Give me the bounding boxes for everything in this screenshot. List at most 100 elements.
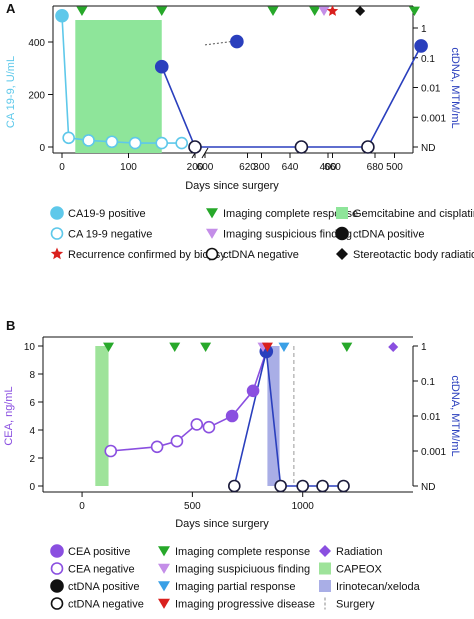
panel-b-point-ctdna-negative [316, 479, 329, 493]
legend-label-imaging-partial-response: Imaging partial response [175, 581, 295, 593]
legend-label-capeox: CAPEOX [336, 564, 383, 576]
legend-marker-imaging-suspiciuous-finding [158, 563, 170, 574]
panel-b-right-tick-label: 0.01 [421, 412, 441, 423]
panel-a-point-ctdna-positive [154, 59, 169, 74]
panel-a-point-ca199-negative [82, 134, 95, 147]
panel-a-point-ca199-negative [175, 136, 188, 150]
panel-a-point-ca199-negative [62, 131, 75, 145]
panel-a-label: A [6, 1, 16, 16]
panel-a-point-ca199-negative [128, 136, 142, 150]
legend-marker-ctdna-negative [50, 597, 64, 610]
legend-label-surgery: Surgery [336, 599, 375, 611]
panel-a-point-ctdna-negative [361, 140, 375, 154]
panel-a-right-tick-label: 0.1 [421, 54, 435, 65]
panel-b-left-tick-label: 10 [24, 342, 36, 353]
panel-b-left-tick-label: 6 [29, 398, 35, 409]
panel-a-event-imaging-suspicious-finding [318, 6, 330, 16]
panel-b-left-tick-label: 0 [29, 482, 35, 493]
panel-a-right-tick-label: ND [421, 143, 435, 154]
panel-b-ctdna-line [233, 351, 344, 487]
panel-a-x-tick-label: 620 [239, 162, 256, 173]
panel-b-point-cea-negative [190, 418, 204, 431]
panel-a-point-ctdna-positive [230, 34, 244, 49]
panel-a-left-tick-label: 0 [39, 143, 45, 154]
panel-b-right-tick-label: 1 [421, 342, 427, 353]
legend-marker-capeox [319, 562, 331, 575]
legend-marker-imaging-complete-response [158, 546, 170, 557]
panel-b-left-tick-label: 8 [29, 370, 35, 381]
legend-marker-ca19-9-positive [50, 206, 64, 220]
legend-label-imaging-complete-response: Imaging complete response [175, 546, 310, 558]
panel-a-point-ctdna-negative [188, 140, 202, 154]
panel-a-point-ca199-negative [155, 136, 169, 150]
panel-a-x-tick-label: 400 [320, 162, 337, 173]
panel-b-event-radiation [388, 342, 399, 352]
legend-marker-imaging-suspicious-finding [206, 228, 218, 239]
panel-a-ylabel-right: ctDNA, MTM/mL [449, 47, 461, 128]
panel-b-event-imaging-progressive-disease [261, 342, 273, 352]
legend-marker-ca-19-9-negative [50, 227, 64, 240]
legend-marker-cea-negative [50, 562, 64, 575]
panel-a-right-tick-label: 0.001 [421, 113, 446, 124]
panel-a-event-imaging-complete-response [309, 6, 321, 16]
legend-label-irinotecan-xeloda: Irinotecan/xeloda [336, 581, 421, 593]
panel-b-event-imaging-partial-response [278, 342, 290, 352]
legend-label-gemcitabine-and-cisplatin: Gemcitabine and cisplatin [353, 208, 474, 220]
panel-b-point-cea-negative [104, 444, 118, 458]
panel-b-point-cea-negative [170, 434, 184, 448]
legend-label-radiation: Radiation [336, 546, 382, 558]
panel-b-x-tick-label: 1000 [292, 501, 315, 512]
legend-marker-cea-positive [50, 544, 64, 558]
panel-a-event-recurrence-confirmed-by-biopsy [326, 5, 339, 16]
panel-b-point-ctdna-negative [274, 479, 287, 493]
panel-a-point-ctdna-negative [294, 140, 309, 154]
legend-label-cea-negative: CEA negative [68, 564, 135, 576]
panel-a-x-tick-label: 600 [197, 162, 214, 173]
panel-b-right-tick-label: 0.001 [421, 447, 446, 458]
panel-a-x-tick-label: 100 [120, 162, 137, 173]
legend-marker-gemcitabine-and-cisplatin [336, 207, 348, 219]
panel-b-x-tick-label: 500 [184, 501, 201, 512]
legend-label-ctdna-positive: ctDNA positive [353, 229, 425, 241]
panel-a-ctdna-line [161, 45, 422, 148]
panel-a-left-tick-label: 400 [28, 38, 45, 49]
panel-a-x-tick-label: 660 [324, 162, 341, 173]
panel-b-ylabel-right: ctDNA, MTM/mL [449, 375, 461, 456]
panel-a-right-tick-label: 0.01 [421, 84, 441, 95]
panel-a-x-tick-label: 0 [59, 162, 65, 173]
panel-a-point-ca199-negative [105, 135, 119, 149]
panel-b-xlabel: Days since surgery [175, 518, 269, 530]
panel-a-point-ca199-positive [55, 8, 69, 23]
panel-b-point-cea-positive [246, 384, 260, 398]
legend-marker-radiation [319, 545, 331, 557]
panel-a-x-tick-label: 500 [386, 162, 403, 173]
legend-label-recurrence-confirmed-by-biopsy: Recurrence confirmed by biopsy [68, 249, 226, 261]
panel-b-event-imaging-complete-response [169, 342, 181, 352]
panel-b-ylabel-left: CEA, ng/mL [3, 386, 15, 445]
panel-b-event-imaging-complete-response [341, 342, 353, 352]
panel-a-shade-gemcitabine-and-cisplatin [75, 20, 162, 153]
panel-b-event-imaging-complete-response [103, 342, 115, 352]
panel-b-point-ctdna-negative [228, 479, 241, 493]
panel-a-xlabel: Days since surgery [185, 180, 279, 192]
panel-a-event-imaging-complete-response [156, 6, 168, 16]
legend-label-imaging-progressive-disease: Imaging progressive disease [175, 599, 315, 611]
panel-b-label: B [6, 318, 15, 333]
legend-label-ctdna-negative: ctDNA negative [223, 249, 299, 261]
legend-label-imaging-suspicious-finding: Imaging suspicious finding [223, 229, 352, 241]
panel-b-point-ctdna-negative [337, 479, 350, 493]
legend-marker-imaging-progressive-disease [158, 598, 170, 609]
panel-a-event-stereotactic-body-radiation-therapy [355, 6, 366, 16]
panel-b-point-cea-negative [150, 440, 164, 454]
panel-a-point-ctdna-positive [414, 39, 428, 53]
panel-b-cea-line [110, 351, 268, 452]
legend-label-ctdna-negative: ctDNA negative [68, 599, 144, 611]
panel-b-point-cea-positive [225, 409, 239, 423]
panel-a-ylabel-left: CA 19-9, U/mL [5, 56, 17, 128]
legend-label-ca-19-9-negative: CA 19-9 negative [68, 229, 152, 241]
panel-b-right-tick-label: ND [421, 482, 435, 493]
panel-b-point-cea-negative [202, 420, 216, 434]
panel-b-event-imaging-complete-response [200, 342, 212, 352]
panel-a-right-tick-label: 1 [421, 24, 427, 35]
